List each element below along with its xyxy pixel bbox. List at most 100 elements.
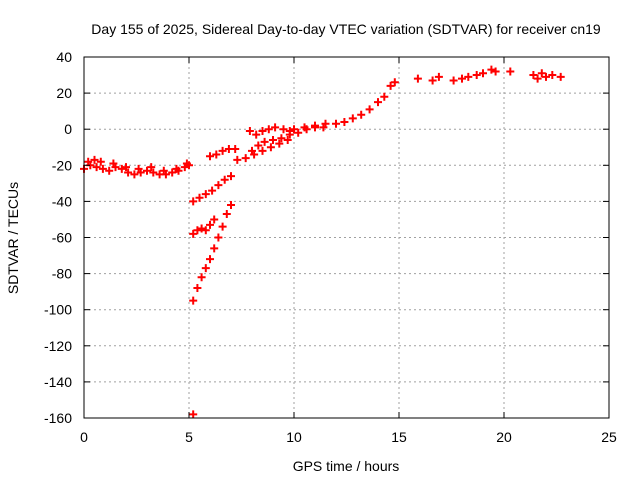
data-point [321, 119, 330, 128]
tick-labels: 0 5 10 15 20 25 -160 -140 -120 -100 -80 -60 -40 -20 0 2… [44, 49, 617, 445]
data-point [220, 175, 229, 184]
y-tick-label: 0 [64, 121, 72, 137]
data-point [109, 159, 118, 168]
data-point [96, 157, 105, 166]
y-tick-label: -120 [44, 338, 72, 354]
data-point [487, 65, 496, 74]
data-point [348, 114, 357, 123]
data-point [130, 170, 139, 179]
data-point [548, 71, 557, 80]
data-point [248, 146, 256, 155]
data-point [479, 69, 487, 78]
data-point [258, 146, 267, 155]
data-point [269, 136, 277, 145]
data-point [277, 134, 286, 143]
data-point [332, 119, 340, 128]
data-point [556, 72, 565, 81]
series-arc-drop-b [189, 215, 219, 238]
data-point [374, 98, 382, 107]
data-point [218, 222, 227, 231]
data-point [472, 71, 481, 80]
data-point [189, 296, 198, 305]
x-axis-label: GPS time / hours [293, 458, 400, 474]
data-point [434, 72, 443, 81]
data-point [449, 76, 458, 85]
data-point [254, 141, 263, 150]
data-point [227, 201, 235, 210]
series-arc-drop-a [189, 201, 235, 305]
data-point [245, 127, 254, 136]
series-arc-upper-early [84, 155, 191, 175]
y-tick-label: -100 [44, 302, 72, 318]
data-point [227, 172, 235, 181]
data-point [182, 159, 191, 168]
data-point [210, 244, 219, 253]
data-point [285, 130, 294, 139]
data-point [464, 72, 473, 81]
data-point [201, 226, 210, 235]
data-point [206, 255, 214, 264]
data-point [172, 164, 181, 173]
data-point [380, 92, 389, 101]
x-tick-label: 20 [496, 429, 512, 445]
data-point [122, 163, 130, 172]
y-tick-label: -160 [44, 410, 72, 426]
data-point [92, 163, 101, 172]
data-point [275, 139, 284, 148]
data-point [117, 164, 126, 173]
data-point [147, 163, 156, 172]
data-point [300, 123, 309, 132]
data-point [195, 193, 204, 202]
data-point [386, 81, 395, 90]
series-arc-mid-a [206, 145, 240, 161]
data-point [189, 410, 198, 419]
y-tick-label: 20 [56, 85, 72, 101]
data-point [260, 137, 269, 146]
series-arc-rise [290, 78, 399, 134]
series-outliers [189, 127, 254, 419]
data-point [231, 145, 240, 154]
y-tick-label: 40 [56, 49, 72, 65]
data-point [340, 117, 349, 126]
data-point [283, 136, 292, 145]
data-point [201, 190, 210, 199]
data-point [222, 210, 231, 219]
y-tick-label: -40 [52, 193, 72, 209]
series-arc-late [413, 65, 565, 85]
data-point [542, 72, 550, 81]
data-point [290, 125, 298, 134]
data-point [90, 155, 99, 164]
data-point [311, 121, 319, 130]
data-point [258, 127, 267, 136]
data-point [210, 215, 219, 224]
data-point [159, 166, 168, 175]
data-point [124, 168, 133, 177]
data-point [197, 224, 206, 233]
data-point [212, 150, 221, 159]
data-point [537, 69, 546, 78]
data-point [98, 164, 107, 173]
data-point [189, 229, 198, 238]
data-point [252, 130, 261, 139]
data-marks [80, 65, 565, 419]
y-tick-label: -20 [52, 157, 72, 173]
data-point [193, 284, 202, 293]
y-tick-label: -60 [52, 230, 72, 246]
data-point [266, 143, 275, 152]
data-point [357, 110, 366, 119]
data-point [214, 233, 223, 242]
data-point [168, 168, 177, 177]
data-point [206, 152, 214, 161]
axis-ticks [83, 56, 610, 419]
data-point [214, 181, 223, 190]
data-point [533, 74, 542, 83]
data-point [233, 155, 242, 164]
data-point [201, 264, 210, 273]
data-point [105, 166, 114, 175]
data-point [413, 74, 422, 83]
data-point [365, 105, 374, 114]
y-axis-label: SDTVAR / TECUs [5, 182, 21, 294]
x-tick-label: 25 [601, 429, 617, 445]
data-point [197, 273, 206, 282]
